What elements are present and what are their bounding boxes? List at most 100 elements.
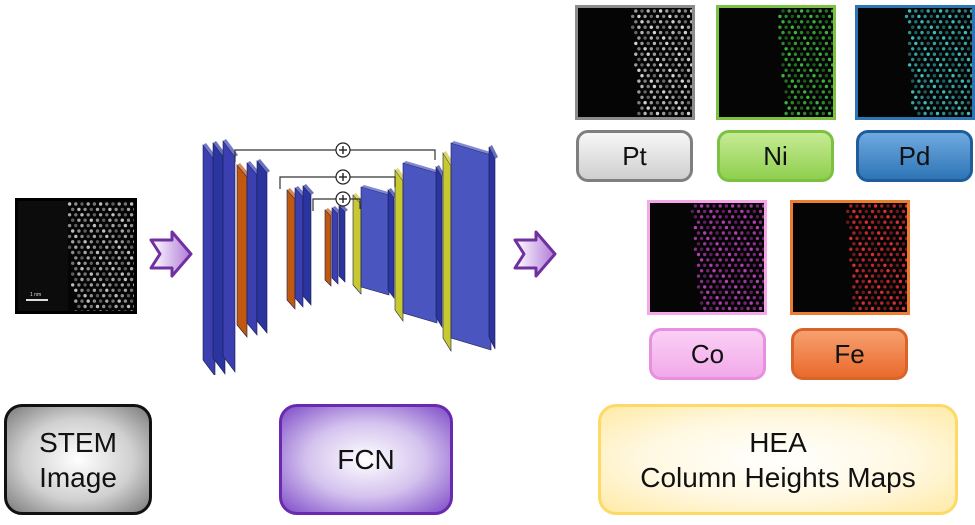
ni-column-height-map [716,5,836,120]
co-atom [734,296,738,300]
stem-atom [105,299,109,303]
pd-atom [907,30,912,35]
stem-atom [129,267,134,271]
pd-atom [942,90,946,94]
stem-atom [108,240,112,244]
stem-atom [92,256,97,260]
fe-atom [852,252,856,257]
ni-atom [827,111,832,116]
stem-atom [126,283,131,287]
ni-atom [803,101,807,105]
pd-atom [938,30,943,35]
fe-atom [898,269,903,273]
fe-atom [904,258,907,262]
pd-atom [948,36,952,40]
pt-atom [683,106,688,110]
pd-atom [969,84,972,89]
stem-atom [108,294,112,298]
ni-atom [799,74,804,78]
fe-atom [873,290,878,294]
ni-atom [812,20,816,24]
ni-atom [806,9,810,13]
pt-atom [658,9,663,13]
co-atom [740,242,744,246]
ni-atom [781,30,785,35]
stem-atom [123,234,128,239]
stem-atom [120,240,125,244]
pd-atom [960,25,964,29]
fe-atom [889,263,893,267]
stem-atom [129,256,134,260]
pt-atom [689,84,692,89]
fe-atom [901,306,906,311]
co-atom [743,290,747,294]
pd-atom [938,41,943,46]
fe-atom [867,236,872,241]
fe-atom [892,269,896,273]
pd-atom [932,52,937,56]
pt-atom [680,101,684,105]
co-atom [696,274,701,278]
co-atom [755,236,760,241]
co-atom [743,215,747,219]
ni-atom [830,41,833,46]
ni-atom [778,14,782,19]
pt-atom [649,57,653,62]
ni-atom [821,36,825,40]
pd-atom [938,63,943,67]
pt-atom [677,84,681,89]
pd-atom [917,79,921,83]
pt-atom [665,9,669,13]
co-atom [734,263,738,267]
co-atom [718,247,722,251]
pt-atom [652,30,657,35]
co-atom [743,301,747,305]
fe-atom [895,209,899,214]
stem-atom [95,218,100,222]
stem-atom [77,229,81,233]
co-atom [761,279,764,284]
fe-atom [892,236,896,241]
co-atom [727,220,732,224]
fe-atom [901,252,906,257]
ni-atom [809,57,813,62]
ni-atom [809,79,813,83]
fe-atom [901,209,906,214]
co-atom [712,279,716,284]
pd-atom [963,84,968,89]
ni-atom [830,106,833,110]
ni-atom [821,68,825,72]
stem-atom [86,202,90,206]
stem-atom [129,223,134,228]
fe-atom [880,258,884,262]
co-atom [727,242,732,246]
pd-atom [942,57,946,62]
pt-atom [662,14,666,19]
ni-atom [799,30,804,35]
fe-atom [861,236,865,241]
stem-atom [77,304,81,309]
encoder-layer-6 [256,159,270,334]
fe-atom [889,296,893,300]
pd-atom [923,79,927,83]
fe-atom [892,247,896,251]
ni-atom [787,41,791,46]
co-atom [743,225,747,230]
pd-atom [926,63,930,67]
stem-atom [95,283,100,287]
co-atom [755,279,760,284]
stem-atom [102,250,106,255]
co-atom [752,285,756,289]
co-atom [749,215,753,219]
co-atom [737,247,741,251]
pd-atom [907,9,912,13]
co-atom [737,236,741,241]
co-atom [727,296,732,300]
ni-atom [815,14,819,19]
ni-atom [787,30,791,35]
pt-atom [640,106,644,110]
ni-atom [799,52,804,56]
pd-atom [948,68,952,72]
ni-atom [781,20,785,24]
fe-atom [864,209,868,214]
